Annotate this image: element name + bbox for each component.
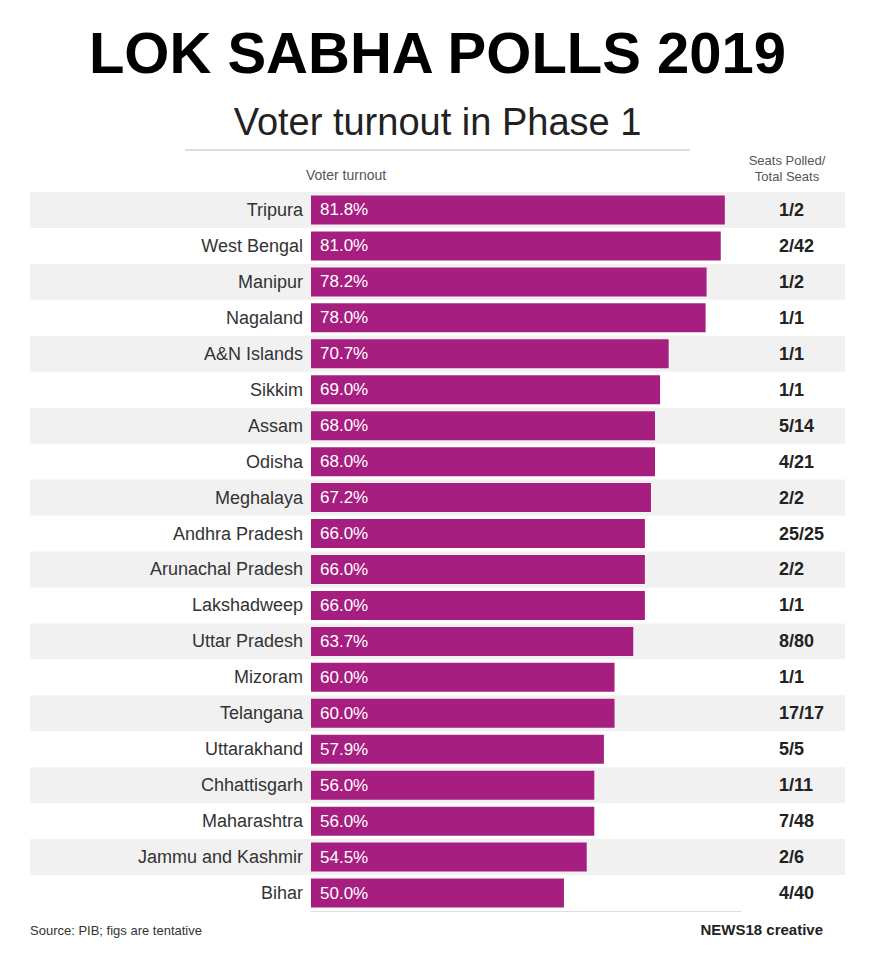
svg-text:1/2: 1/2: [779, 200, 804, 220]
svg-text:8/80: 8/80: [779, 631, 814, 651]
svg-text:Assam: Assam: [248, 416, 303, 436]
svg-text:4/40: 4/40: [779, 883, 814, 903]
svg-text:63.7%: 63.7%: [320, 632, 368, 651]
svg-text:56.0%: 56.0%: [320, 776, 368, 795]
svg-text:78.2%: 78.2%: [320, 272, 368, 291]
svg-text:Source: PIB; figs are tentativ: Source: PIB; figs are tentative: [30, 923, 202, 938]
svg-text:78.0%: 78.0%: [320, 308, 368, 327]
svg-text:1/1: 1/1: [779, 667, 804, 687]
svg-text:66.0%: 66.0%: [320, 560, 368, 579]
svg-text:66.0%: 66.0%: [320, 524, 368, 543]
svg-text:Seats Polled/: Seats Polled/: [749, 153, 826, 168]
svg-text:67.2%: 67.2%: [320, 488, 368, 507]
svg-text:Meghalaya: Meghalaya: [215, 488, 304, 508]
svg-text:Maharashtra: Maharashtra: [202, 811, 304, 831]
svg-text:Tripura: Tripura: [247, 200, 304, 220]
svg-text:1/1: 1/1: [779, 595, 804, 615]
svg-text:Sikkim: Sikkim: [250, 380, 303, 400]
svg-text:4/21: 4/21: [779, 452, 814, 472]
svg-text:A&N Islands: A&N Islands: [204, 344, 303, 364]
svg-text:2/6: 2/6: [779, 847, 804, 867]
svg-text:68.0%: 68.0%: [320, 416, 368, 435]
svg-text:Nagaland: Nagaland: [226, 308, 303, 328]
svg-text:Bihar: Bihar: [261, 883, 303, 903]
svg-text:1/1: 1/1: [779, 380, 804, 400]
svg-text:60.0%: 60.0%: [320, 704, 368, 723]
svg-text:Chhattisgarh: Chhattisgarh: [201, 775, 303, 795]
svg-text:69.0%: 69.0%: [320, 380, 368, 399]
svg-text:Jammu and Kashmir: Jammu and Kashmir: [138, 847, 303, 867]
svg-text:LOK SABHA POLLS 2019: LOK SABHA POLLS 2019: [89, 20, 786, 85]
svg-text:Manipur: Manipur: [238, 272, 303, 292]
svg-text:81.0%: 81.0%: [320, 236, 368, 255]
svg-text:25/25: 25/25: [779, 524, 824, 544]
svg-text:2/2: 2/2: [779, 559, 804, 579]
svg-text:57.9%: 57.9%: [320, 740, 368, 759]
svg-text:Uttar Pradesh: Uttar Pradesh: [192, 631, 303, 651]
svg-text:68.0%: 68.0%: [320, 452, 368, 471]
svg-text:2/2: 2/2: [779, 488, 804, 508]
svg-text:7/48: 7/48: [779, 811, 814, 831]
svg-text:1/1: 1/1: [779, 344, 804, 364]
svg-text:66.0%: 66.0%: [320, 596, 368, 615]
svg-text:NEWS18 creative: NEWS18 creative: [700, 921, 823, 938]
svg-text:West Bengal: West Bengal: [201, 236, 303, 256]
svg-text:Mizoram: Mizoram: [234, 667, 303, 687]
svg-text:54.5%: 54.5%: [320, 848, 368, 867]
svg-text:1/2: 1/2: [779, 272, 804, 292]
svg-text:50.0%: 50.0%: [320, 884, 368, 903]
svg-text:Arunachal Pradesh: Arunachal Pradesh: [150, 559, 303, 579]
svg-text:Uttarakhand: Uttarakhand: [205, 739, 303, 759]
svg-text:Telangana: Telangana: [220, 703, 304, 723]
svg-text:Lakshadweep: Lakshadweep: [192, 595, 303, 615]
svg-text:5/14: 5/14: [779, 416, 814, 436]
svg-text:Voter turnout: Voter turnout: [306, 167, 386, 183]
svg-text:60.0%: 60.0%: [320, 668, 368, 687]
svg-text:1/1: 1/1: [779, 308, 804, 328]
svg-text:17/17: 17/17: [779, 703, 824, 723]
svg-text:5/5: 5/5: [779, 739, 804, 759]
svg-text:Total Seats: Total Seats: [755, 169, 820, 184]
svg-text:2/42: 2/42: [779, 236, 814, 256]
svg-text:70.7%: 70.7%: [320, 344, 368, 363]
svg-text:1/11: 1/11: [779, 775, 813, 795]
svg-text:Odisha: Odisha: [246, 452, 304, 472]
svg-text:81.8%: 81.8%: [320, 200, 368, 219]
svg-text:Andhra Pradesh: Andhra Pradesh: [173, 524, 303, 544]
svg-text:Voter turnout in Phase 1: Voter turnout in Phase 1: [234, 101, 642, 143]
svg-text:56.0%: 56.0%: [320, 812, 368, 831]
